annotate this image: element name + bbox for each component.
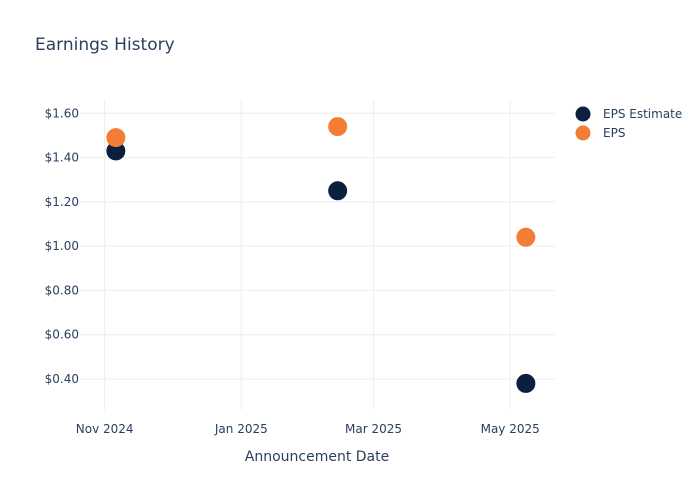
eps-estimate-point	[328, 181, 348, 201]
eps-point	[516, 227, 536, 247]
y-tick-label: $0.40	[45, 372, 79, 386]
y-tick-label: $0.60	[45, 328, 79, 342]
grid	[80, 100, 555, 410]
eps-estimate-legend-marker	[575, 106, 591, 122]
eps-point	[328, 117, 348, 137]
y-tick-label: $1.00	[45, 239, 79, 253]
chart-title: Earnings History	[35, 35, 175, 55]
eps-point	[106, 128, 126, 148]
y-tick-label: $1.60	[45, 106, 79, 120]
x-tick-label: Nov 2024	[76, 422, 134, 436]
x-axis-title: Announcement Date	[245, 449, 389, 465]
x-tick-label: May 2025	[481, 422, 540, 436]
data-points	[106, 117, 536, 393]
legend: EPS Estimate EPS	[575, 106, 682, 141]
eps-estimate-legend-label: EPS Estimate	[603, 107, 682, 121]
eps-estimate-point	[106, 141, 126, 161]
y-tick-label: $1.20	[45, 195, 79, 209]
eps-legend-marker	[575, 125, 591, 141]
eps-legend-label: EPS	[603, 126, 625, 140]
x-tick-label: Jan 2025	[214, 422, 268, 436]
x-axis-ticks: Nov 2024 Jan 2025 Mar 2025 May 2025	[76, 422, 540, 436]
eps-estimate-point	[516, 373, 536, 393]
y-tick-label: $1.40	[45, 151, 79, 165]
x-tick-label: Mar 2025	[345, 422, 402, 436]
y-axis-ticks: $0.40 $0.60 $0.80 $1.00 $1.20 $1.40 $1.60	[45, 106, 79, 386]
y-tick-label: $0.80	[45, 283, 79, 297]
